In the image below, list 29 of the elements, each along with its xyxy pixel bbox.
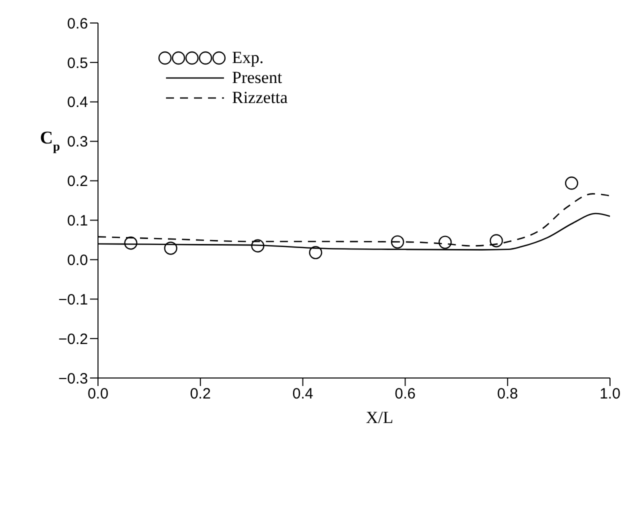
point <box>309 246 322 260</box>
point <box>565 176 578 190</box>
legend-label: Exp. <box>232 48 264 68</box>
x-tick-label: 0.0 <box>88 386 108 403</box>
legend-label: Present <box>232 68 282 88</box>
y-tick-label: −0.1 <box>58 291 88 308</box>
x-tick-label: 1.0 <box>600 386 620 403</box>
point <box>124 236 138 250</box>
legend-label: Rizzetta <box>232 88 288 108</box>
point <box>438 236 452 249</box>
y-tick-label: 0.4 <box>67 94 88 112</box>
y-axis-title: C$_{p}$ <box>40 128 60 154</box>
y-tick-label: 0.5 <box>67 54 88 72</box>
y-tick-label: 0.6 <box>67 15 88 32</box>
y-tick-label: 0.0 <box>67 252 88 269</box>
y-tick-label: 0.1 <box>67 212 88 230</box>
x-tick-label: 0.4 <box>292 386 314 403</box>
y-tick-label: 0.3 <box>67 134 88 151</box>
point <box>164 242 178 255</box>
x-tick-label: 0.6 <box>394 386 416 403</box>
x-axis-title: X/L <box>366 408 394 427</box>
x-tick-label: 0.8 <box>497 386 518 403</box>
point <box>251 239 264 252</box>
y-tick-label: −0.2 <box>58 330 88 348</box>
x-tick-label: 0.2 <box>190 386 211 403</box>
point <box>490 234 503 248</box>
point <box>390 235 404 249</box>
y-tick-label: −0.3 <box>58 370 88 388</box>
y-tick-label: 0.2 <box>67 173 88 190</box>
